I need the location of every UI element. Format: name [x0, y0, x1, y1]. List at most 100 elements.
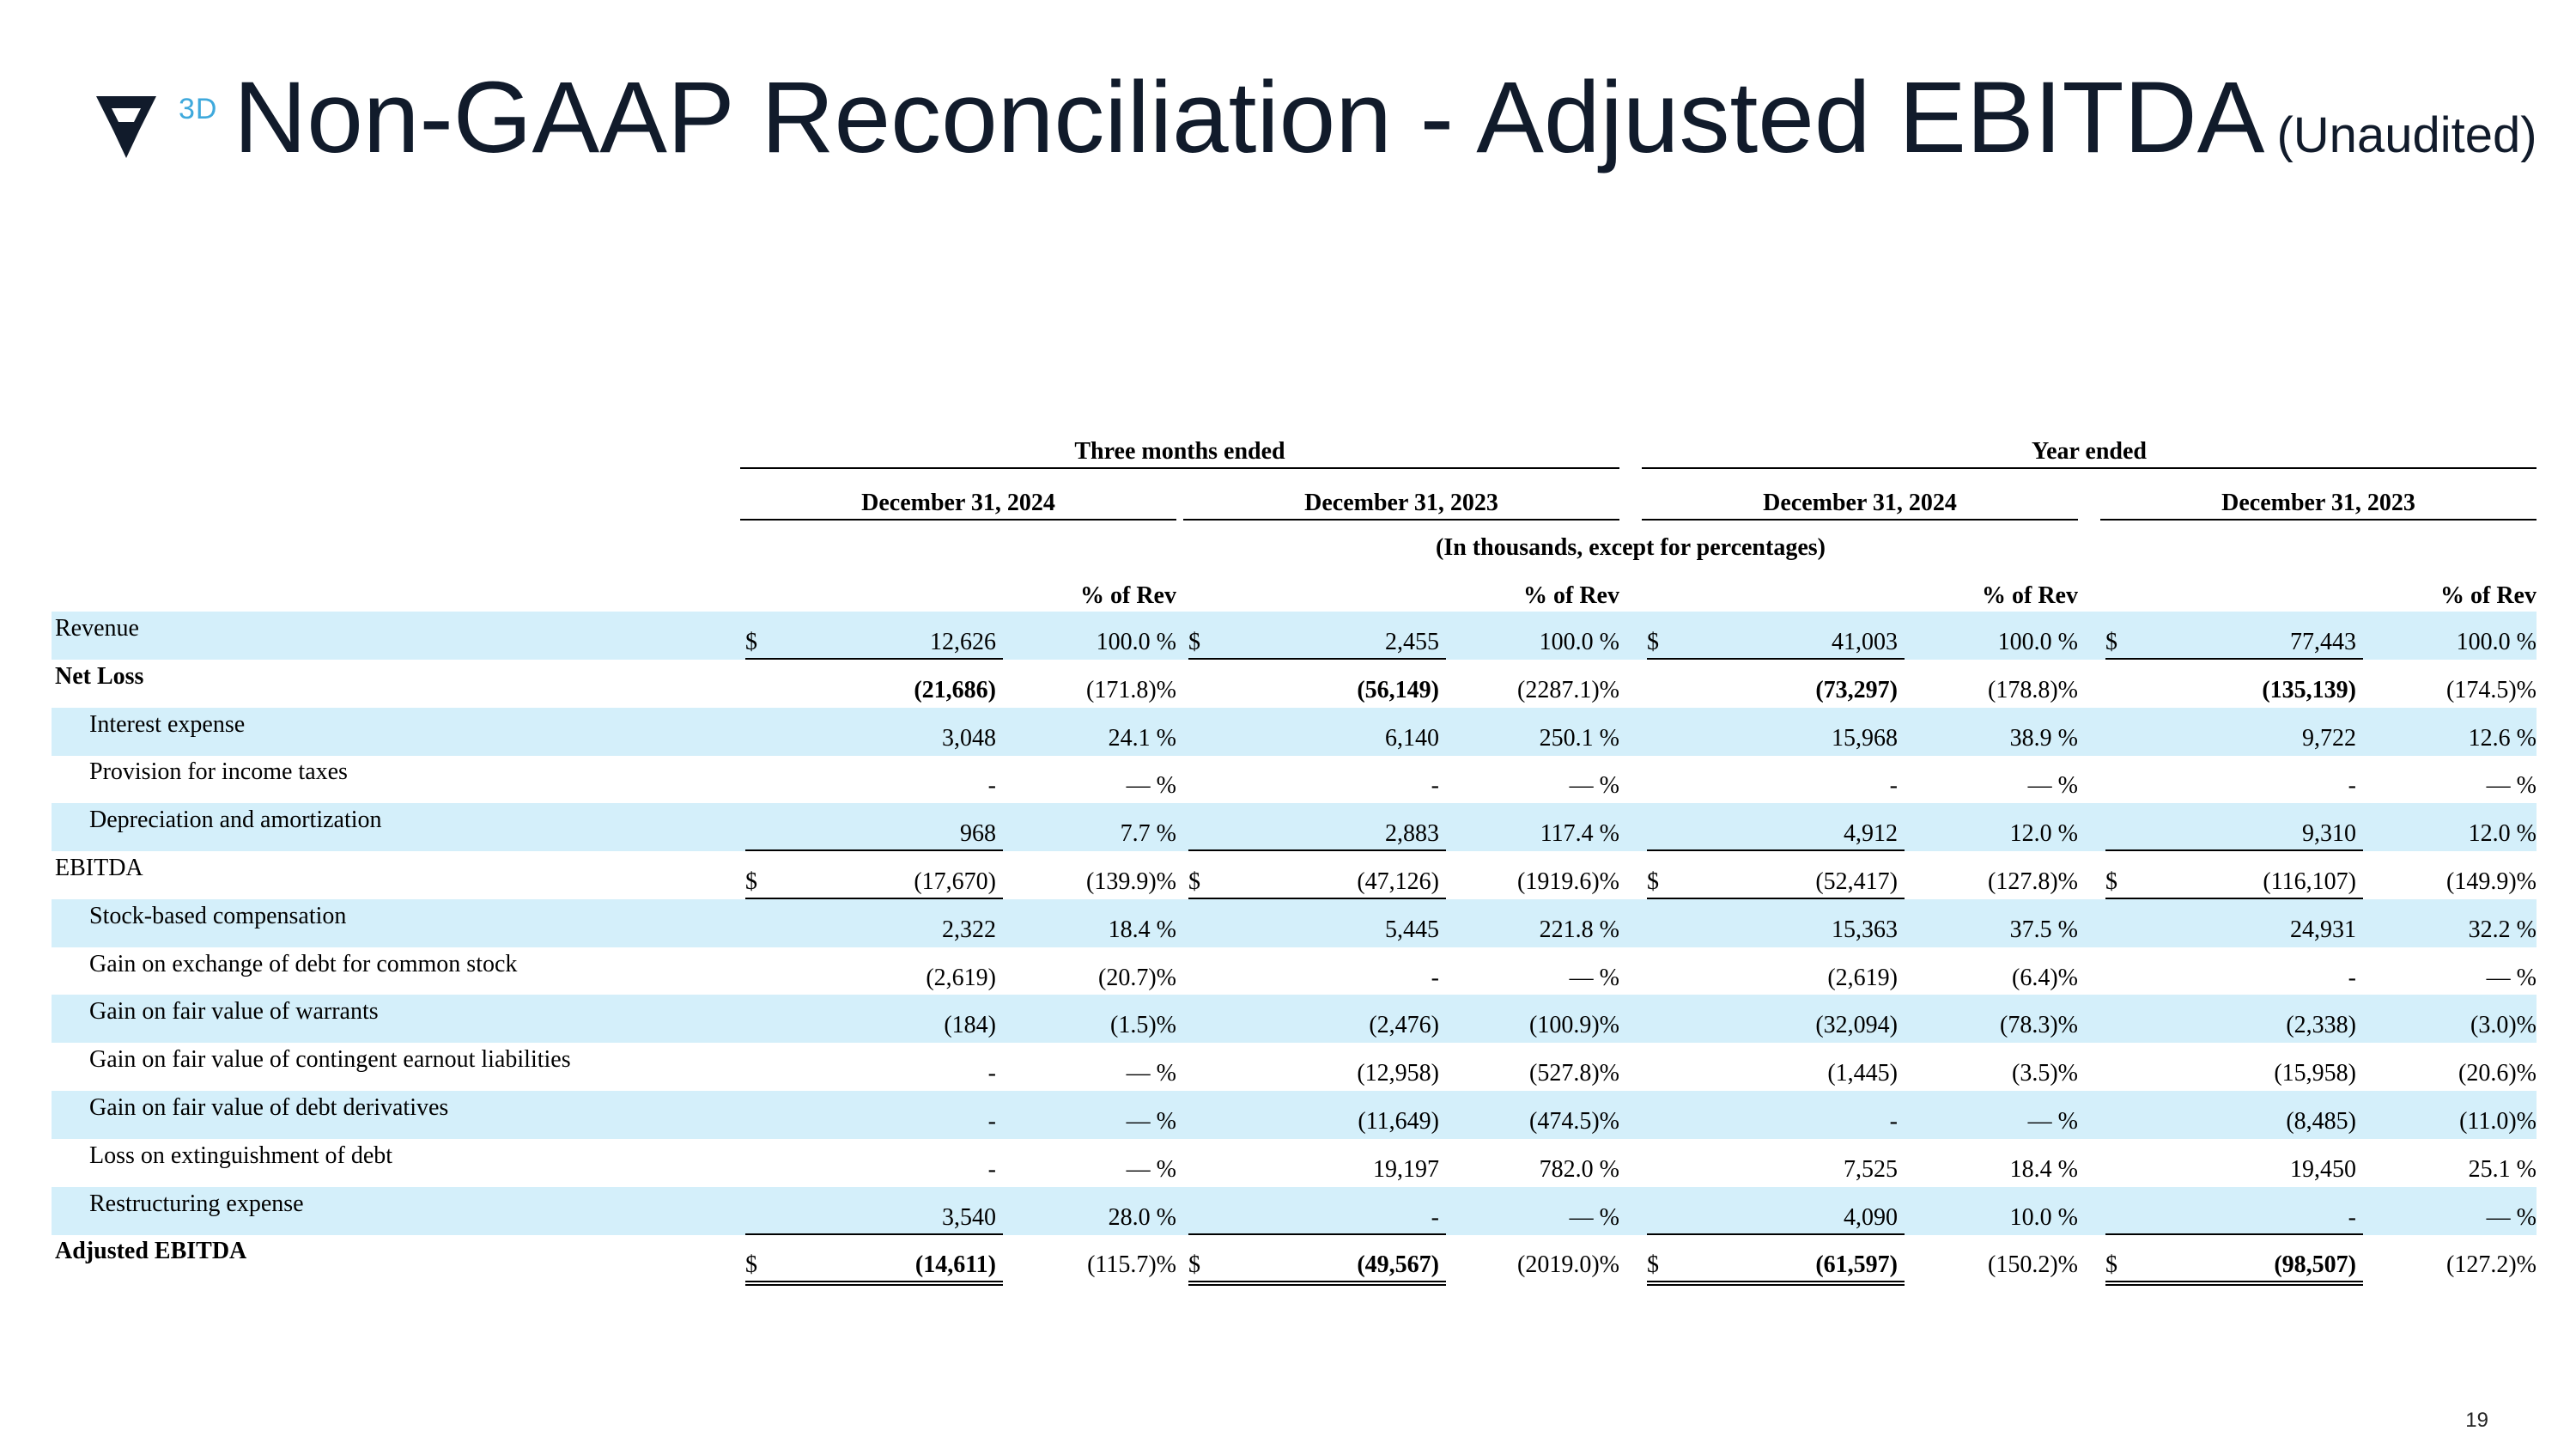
pct-of-rev-value: 12.0 %	[2468, 820, 2537, 848]
amount-value: (12,958)	[1357, 1060, 1439, 1087]
row-label: Gain on fair value of contingent earnout…	[89, 1046, 571, 1074]
amount-value: (15,958)	[2274, 1060, 2356, 1087]
amount-cell: -	[1188, 772, 1446, 801]
pct-of-rev-value: 100.0 %	[2456, 629, 2537, 655]
amount-value: (14,611)	[914, 1251, 996, 1279]
amount-value: (2,619)	[926, 964, 996, 991]
currency-symbol: $	[1188, 868, 1200, 895]
logo-text: 3D	[179, 93, 218, 125]
amount-value: 4,912	[1844, 820, 1898, 848]
pct-of-rev-value: 38.9 %	[2009, 724, 2078, 752]
pct-of-rev-value: (171.8)%	[1086, 676, 1176, 703]
currency-symbol: $	[2105, 629, 2117, 655]
amount-value: (47,126)	[1357, 868, 1439, 895]
row-label: Stock-based compensation	[89, 902, 347, 929]
table-row: Depreciation and amortization 968 7.7 % 2,8…	[52, 803, 2537, 852]
currency-symbol: $	[2105, 868, 2117, 895]
period-header-q4-2023-rule	[1183, 519, 1619, 521]
amount-cell: -	[745, 1108, 1003, 1137]
amount-cell: 3,540	[745, 1204, 1003, 1235]
table-row: Stock-based compensation 2,322 18.4 % 5,445…	[52, 898, 2537, 947]
table-row: Gain on fair value of contingent earnout…	[52, 1043, 2537, 1091]
pct-of-rev-value: — %	[1569, 1203, 1619, 1231]
table-row: Gain on exchange of debt for common stoc…	[52, 947, 2537, 995]
period-header-fy-2024-rule	[1642, 519, 2078, 521]
pct-of-rev-value: (1919.6)%	[1517, 868, 1619, 895]
pct-of-rev-value: (115.7)%	[1087, 1251, 1176, 1279]
amount-value: (135,139)	[2262, 676, 2356, 703]
amount-cell: (2,338)	[2105, 1012, 2363, 1041]
currency-symbol: $	[745, 868, 757, 895]
amount-value: 3,048	[942, 724, 996, 752]
period-header-q4-2024-rule	[740, 519, 1176, 521]
pct-of-rev-value: 37.5 %	[2009, 916, 2078, 943]
group-header-three-months-rule	[740, 467, 1619, 469]
amount-cell: -	[1647, 772, 1905, 801]
amount-cell: $41,003	[1647, 629, 1905, 660]
amount-cell: (32,094)	[1647, 1012, 1905, 1041]
amount-cell: $ (47,126)	[1188, 868, 1446, 899]
currency-symbol: $	[1647, 629, 1659, 655]
page-subtitle: (Unaudited)	[2276, 107, 2537, 163]
amount-cell: (15,958)	[2105, 1060, 2363, 1089]
pct-of-rev-value: 24.1 %	[1108, 724, 1176, 752]
amount-cell: 19,450	[2105, 1156, 2363, 1185]
pct-of-rev-value: (11.0)%	[2459, 1108, 2537, 1135]
pct-of-rev-value: (149.9)%	[2446, 868, 2537, 895]
currency-symbol: $	[1647, 868, 1659, 895]
pct-header-3: % of Rev	[1982, 582, 2078, 609]
table-row: Provision for income taxes - — % - — % - — % - —…	[52, 755, 2537, 803]
group-header-year: Year ended	[2031, 438, 2148, 465]
amount-value: (2,476)	[1369, 1012, 1439, 1039]
amount-value: 7,525	[1844, 1155, 1898, 1183]
amount-cell: 3,048	[745, 725, 1003, 754]
row-label: Gain on fair value of warrants	[89, 998, 379, 1026]
pct-of-rev-value: 18.4 %	[2009, 1155, 2078, 1183]
amount-cell: -	[2105, 965, 2363, 994]
pct-of-rev-value: — %	[2027, 772, 2078, 800]
row-label: Adjusted EBITDA	[55, 1238, 247, 1265]
amount-value: 5,445	[1385, 916, 1439, 943]
amount-value: 15,968	[1832, 724, 1898, 752]
amount-cell: -	[1188, 965, 1446, 994]
amount-cell: -	[2105, 1204, 2363, 1235]
amount-cell: $ (52,417)	[1647, 868, 1905, 899]
amount-value: -	[2348, 772, 2356, 800]
pct-of-rev-value: — %	[1126, 1108, 1176, 1135]
pct-of-rev-value: — %	[2486, 1203, 2537, 1231]
pct-header-2: % of Rev	[1523, 582, 1619, 609]
amount-cell: 968	[745, 820, 1003, 852]
pct-of-rev-value: (127.8)%	[1988, 868, 2078, 895]
amount-cell: (21,686)	[745, 677, 1003, 706]
period-header-fy-2023-rule	[2100, 519, 2537, 521]
amount-value: 15,363	[1832, 916, 1898, 943]
table-row: Loss on extinguishment of debt - — % 19,197…	[52, 1139, 2537, 1187]
table-row: Restructuring expense 3,540 28.0 % - — % 4,09…	[52, 1186, 2537, 1235]
pct-of-rev-value: 28.0 %	[1108, 1203, 1176, 1231]
amount-value: (17,670)	[914, 868, 996, 895]
pct-of-rev-value: — %	[1569, 964, 1619, 991]
table-row: Interest expense 3,048 24.1 % 6,140 250.1 % 1…	[52, 707, 2537, 756]
amount-cell: 2,322	[745, 916, 1003, 946]
pct-of-rev-value: 10.0 %	[2009, 1203, 2078, 1231]
amount-value: -	[2348, 1203, 2356, 1231]
page-title: Non-GAAP Reconciliation - Adjusted EBITD…	[234, 67, 2537, 168]
amount-value: 19,197	[1373, 1155, 1439, 1183]
amount-cell: 2,883	[1188, 820, 1446, 852]
amount-value: 2,322	[942, 916, 996, 943]
pct-of-rev-value: 100.0 %	[1539, 629, 1619, 655]
amount-cell: $12,626	[745, 629, 1003, 660]
amount-value: 968	[960, 820, 996, 848]
pct-of-rev-value: 12.6 %	[2468, 724, 2537, 752]
pct-of-rev-value: 250.1 %	[1539, 724, 1619, 752]
pct-of-rev-value: (20.7)%	[1098, 964, 1176, 991]
row-label: Interest expense	[89, 710, 246, 738]
amount-value: -	[987, 1155, 996, 1183]
amount-cell: -	[745, 1156, 1003, 1185]
amount-value: (56,149)	[1357, 676, 1439, 703]
pct-of-rev-value: — %	[1126, 772, 1176, 800]
amount-value: (184)	[944, 1012, 996, 1039]
pct-of-rev-value: (2019.0)%	[1517, 1251, 1619, 1279]
row-label: Depreciation and amortization	[89, 807, 382, 834]
pct-of-rev-value: (474.5)%	[1529, 1108, 1619, 1135]
